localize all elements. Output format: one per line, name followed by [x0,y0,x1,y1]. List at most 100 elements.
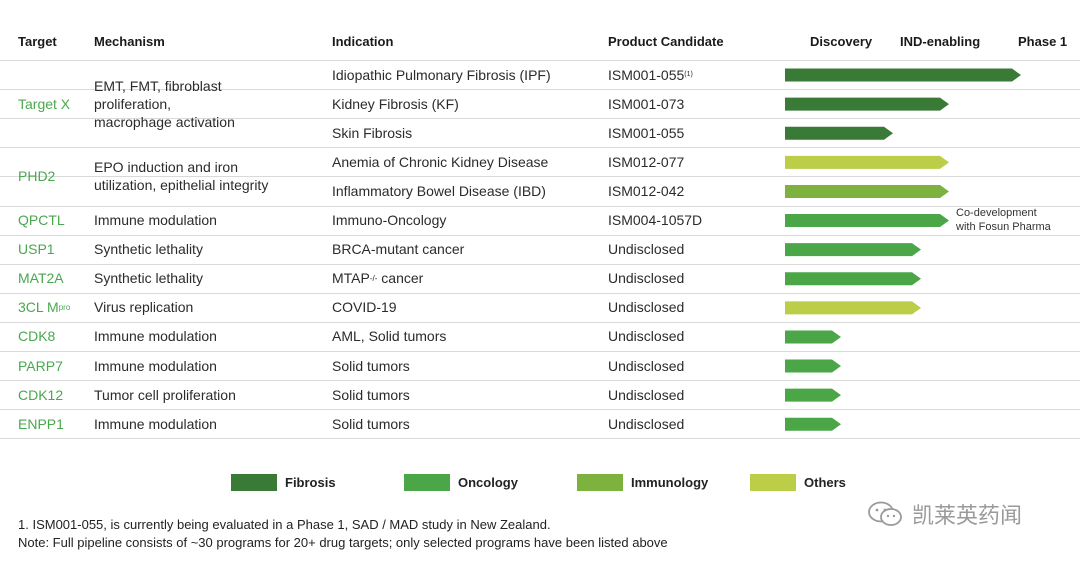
candidate-text: Undisclosed [608,270,685,287]
mechanism-text: Synthetic lethality [94,270,203,287]
target-label: Target X [18,60,70,147]
mechanism-text: Synthetic lethality [94,241,203,258]
candidate-label: Undisclosed [608,293,684,322]
header-mechanism: Mechanism [94,34,165,49]
mechanism-text: EPO induction and iron utilization, epit… [94,159,269,194]
indication-label: Kidney Fibrosis (KF) [332,89,459,118]
mechanism-text: Immune modulation [94,328,217,345]
candidate-text: ISM004-1057D [608,212,703,229]
row-separator [0,264,1080,265]
indication-label: AML, Solid tumors [332,322,446,351]
target-label: CDK12 [18,380,63,409]
row-separator [0,293,1080,294]
indication-label: Inflammatory Bowel Disease (IBD) [332,176,546,205]
mechanism-label: Tumor cell proliferation [94,380,294,409]
mechanism-text: Immune modulation [94,212,217,229]
candidate-text: ISM001-073 [608,95,685,112]
candidate-label: Undisclosed [608,409,684,438]
mechanism-label: Immune modulation [94,351,294,380]
candidate-superscript: (1) [684,71,693,79]
indication-text: Solid tumors [332,415,410,432]
mechanism-text: Immune modulation [94,357,217,374]
mechanism-label: Immune modulation [94,206,294,235]
pipeline-bar [785,272,921,286]
target-name: PARP7 [18,357,63,374]
indication-text: Idiopathic Pulmonary Fibrosis (IPF) [332,66,551,83]
candidate-label: Undisclosed [608,235,684,264]
pipeline-bar [785,330,841,344]
pipeline-bar [785,68,1021,82]
target-label: ENPP1 [18,409,64,438]
legend-label: Others [804,474,846,490]
pipeline-bar [785,97,949,111]
candidate-label: Undisclosed [608,264,684,293]
pipeline-bar [785,126,893,140]
indication-label: Solid tumors [332,409,410,438]
header-stage-ind: IND-enabling [900,34,981,49]
candidate-text: Undisclosed [608,357,685,374]
indication-label: MTAP -/- cancer [332,264,423,293]
mechanism-text: Virus replication [94,299,194,316]
target-name: ENPP1 [18,415,64,432]
target-name: CDK12 [18,386,64,403]
indication-text: Solid tumors [332,386,410,403]
target-label: PARP7 [18,351,63,380]
row-separator [0,438,1080,439]
legend-item-others: Others [750,473,846,491]
candidate-text: ISM001-055 [608,124,685,141]
header-stage-discovery: Discovery [810,34,873,49]
pipeline-bar [785,388,841,402]
legend-swatch [750,473,796,491]
legend-label: Immunology [631,474,709,490]
candidate-text: ISM012-042 [608,182,685,199]
legend-item-fibrosis: Fibrosis [231,473,336,491]
row-separator [0,380,1080,381]
candidate-label: ISM012-042 [608,176,684,205]
candidate-text: Undisclosed [608,299,685,316]
footnote-1: 1. ISM001-055, is currently being evalua… [18,517,551,532]
mechanism-text: Tumor cell proliferation [94,386,236,403]
target-name: USP1 [18,241,55,258]
watermark-text: 凯莱英药闻 [912,504,1023,529]
footnote-note: Note: Full pipeline consists of ~30 prog… [18,535,668,550]
legend-item-oncology: Oncology [404,473,518,491]
row-separator [0,118,1080,119]
pipeline-bar [785,214,949,228]
row-separator [0,176,1080,177]
co-development-line1: Co-development [956,207,1037,219]
pipeline-bar [785,184,949,198]
co-development-line2: with Fosun Pharma [956,221,1051,233]
row-separator [0,206,1080,207]
candidate-label: Undisclosed [608,322,684,351]
target-label: QPCTL [18,206,65,235]
legend-swatch [404,473,450,491]
target-superscript: pro [58,302,71,312]
row-separator [0,322,1080,323]
legend-item-immunology: Immunology [577,473,708,491]
header-indication: Indication [332,34,394,49]
candidate-text: Undisclosed [608,328,685,345]
target-name: QPCTL [18,212,65,229]
candidate-label: Undisclosed [608,351,684,380]
mechanism-label: Synthetic lethality [94,235,294,264]
target-name: MAT2A [18,270,64,287]
target-label: MAT2A [18,264,64,293]
row-separator [0,235,1080,236]
pipeline-bar [785,243,921,257]
candidate-label: ISM001-055 (1) [608,60,693,89]
indication-label: Solid tumors [332,351,410,380]
indication-label: Idiopathic Pulmonary Fibrosis (IPF) [332,60,551,89]
candidate-label: ISM001-055 [608,118,684,147]
indication-label: Anemia of Chronic Kidney Disease [332,147,548,176]
pipeline-bar [785,359,841,373]
indication-text: Skin Fibrosis [332,124,413,141]
indication-text: COVID-19 [332,299,397,316]
target-label: USP1 [18,235,55,264]
indication-text: BRCA-mutant cancer [332,241,465,258]
header-separator [0,60,1080,61]
candidate-label: ISM004-1057D [608,206,702,235]
mechanism-label: Virus replication [94,293,294,322]
watermark: 凯莱英药闻 [866,498,1022,530]
legend-label: Fibrosis [285,474,336,490]
